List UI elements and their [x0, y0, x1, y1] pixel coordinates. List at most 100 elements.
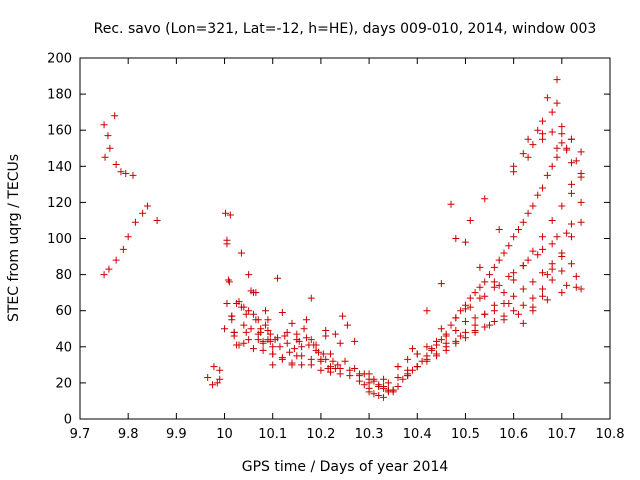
data-point [543, 296, 551, 304]
data-point [124, 233, 132, 241]
data-point [529, 294, 537, 302]
data-point [558, 249, 566, 257]
data-point [269, 350, 277, 358]
y-tick-label: 100 [47, 232, 72, 247]
data-point [259, 337, 267, 345]
data-point [209, 381, 216, 389]
data-point [394, 373, 402, 381]
data-point [307, 355, 315, 363]
data-point [490, 278, 498, 286]
data-point [223, 299, 231, 307]
data-point [529, 307, 537, 315]
data-point [437, 325, 445, 333]
y-tick-label: 20 [55, 376, 72, 391]
data-point [433, 352, 441, 360]
data-point [223, 236, 231, 244]
data-point [481, 292, 489, 300]
x-tick-label: 10.7 [547, 427, 576, 442]
data-point [245, 336, 253, 344]
data-point [500, 289, 508, 297]
data-point [221, 325, 229, 333]
data-point [529, 278, 537, 286]
data-point [237, 303, 245, 311]
data-point [106, 144, 114, 152]
y-tick-label: 120 [47, 196, 72, 211]
x-tick-label: 10.1 [258, 427, 287, 442]
data-point [224, 276, 232, 284]
x-axis-label: GPS time / Days of year 2014 [242, 459, 449, 475]
data-point [404, 366, 412, 374]
data-point [461, 238, 469, 246]
data-point [423, 357, 431, 365]
data-point [228, 312, 236, 320]
data-point [534, 191, 542, 199]
data-point [334, 361, 342, 369]
data-point [563, 229, 571, 237]
data-point [370, 390, 378, 398]
data-point [510, 276, 518, 284]
y-axis: 0 20 40 60 80 100 120 140 160 180 200 [47, 52, 610, 428]
data-point [247, 325, 255, 333]
data-point [336, 364, 344, 372]
data-point [447, 200, 455, 208]
data-point [539, 233, 547, 241]
data-point [553, 233, 561, 241]
data-point [577, 218, 585, 226]
data-point [510, 269, 518, 277]
data-point [567, 189, 575, 197]
data-point [452, 327, 460, 335]
x-tick-label: 9.7 [70, 427, 91, 442]
data-point [558, 267, 566, 275]
data-point [264, 316, 272, 324]
data-point [240, 339, 248, 347]
data-point [288, 319, 296, 327]
data-point [423, 307, 431, 315]
data-point [322, 332, 330, 340]
data-point [112, 256, 120, 264]
data-point [452, 314, 460, 322]
data-point [457, 332, 465, 340]
data-point [500, 249, 508, 257]
data-point [269, 343, 277, 351]
data-point [558, 130, 566, 138]
data-point [237, 249, 245, 257]
data-point [101, 153, 109, 161]
data-point [558, 123, 566, 131]
data-point [510, 162, 518, 170]
data-point [567, 180, 575, 188]
x-tick-label: 10.4 [403, 427, 432, 442]
data-point [471, 327, 479, 335]
x-tick-label: 9.8 [118, 427, 139, 442]
data-point [100, 271, 108, 279]
data-point [327, 350, 335, 358]
data-point [563, 146, 571, 154]
data-point [548, 240, 556, 248]
data-point [213, 379, 221, 387]
data-point [286, 348, 294, 356]
data-point [476, 283, 484, 291]
data-point [543, 271, 551, 279]
data-point [302, 334, 310, 342]
data-point [558, 289, 566, 297]
data-point [553, 144, 561, 152]
data-point [274, 274, 282, 282]
data-point [558, 202, 566, 210]
data-point [375, 383, 383, 391]
data-point [111, 112, 119, 120]
chart-title: Rec. savo (Lon=321, Lat=-12, h=HE), days… [94, 21, 597, 37]
data-point [476, 263, 484, 271]
data-point [119, 245, 127, 253]
data-point [548, 162, 556, 170]
data-point [278, 355, 286, 363]
data-point [543, 94, 551, 102]
data-point [322, 355, 330, 363]
data-point [495, 256, 503, 264]
data-point [490, 318, 498, 326]
x-axis: 9.7 9.8 9.9 10 10.1 10.2 10.3 10.4 10.5 10.6 10.7 1… [70, 58, 624, 442]
data-point [216, 375, 224, 383]
data-point [572, 157, 580, 165]
data-point [500, 316, 508, 324]
data-point [370, 377, 378, 385]
data-points [100, 76, 585, 401]
data-point [437, 336, 445, 344]
